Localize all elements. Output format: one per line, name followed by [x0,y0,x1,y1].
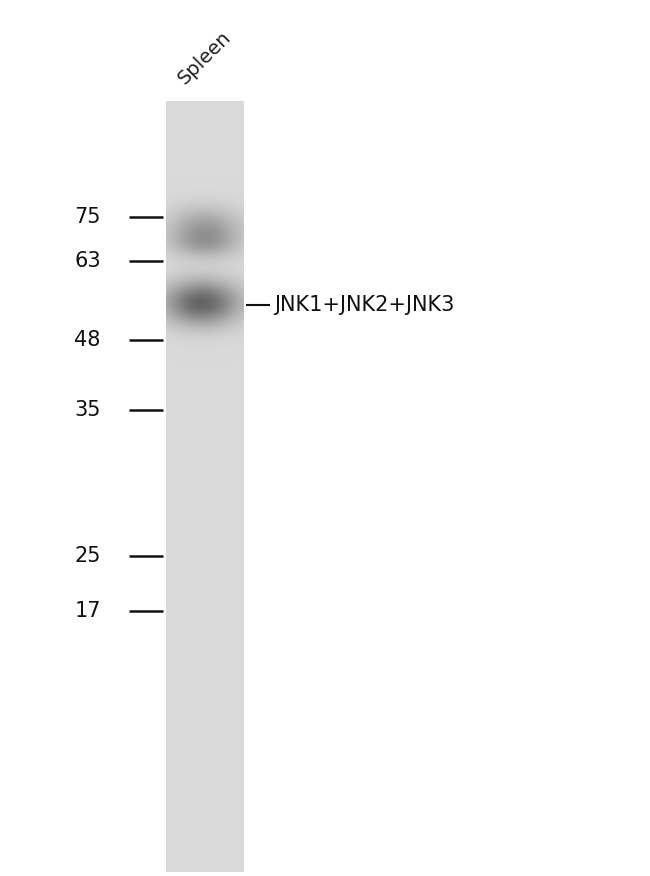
Text: 48: 48 [74,330,101,350]
Text: 35: 35 [74,400,101,420]
Text: 75: 75 [74,208,101,227]
Text: Spleen: Spleen [174,27,235,88]
Text: 25: 25 [74,547,101,566]
Text: 17: 17 [74,602,101,621]
Text: 63: 63 [74,251,101,271]
Text: JNK1+JNK2+JNK3: JNK1+JNK2+JNK3 [274,295,455,314]
